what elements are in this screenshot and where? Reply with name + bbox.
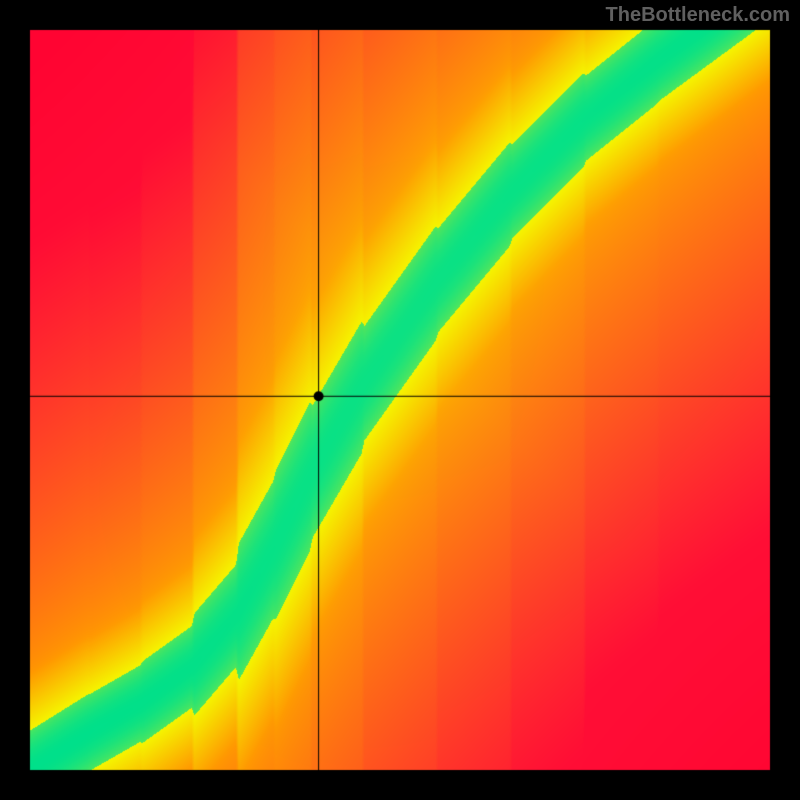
watermark-text: TheBottleneck.com [606, 4, 790, 27]
chart-container: TheBottleneck.com [0, 0, 800, 800]
bottleneck-heatmap [0, 0, 800, 800]
